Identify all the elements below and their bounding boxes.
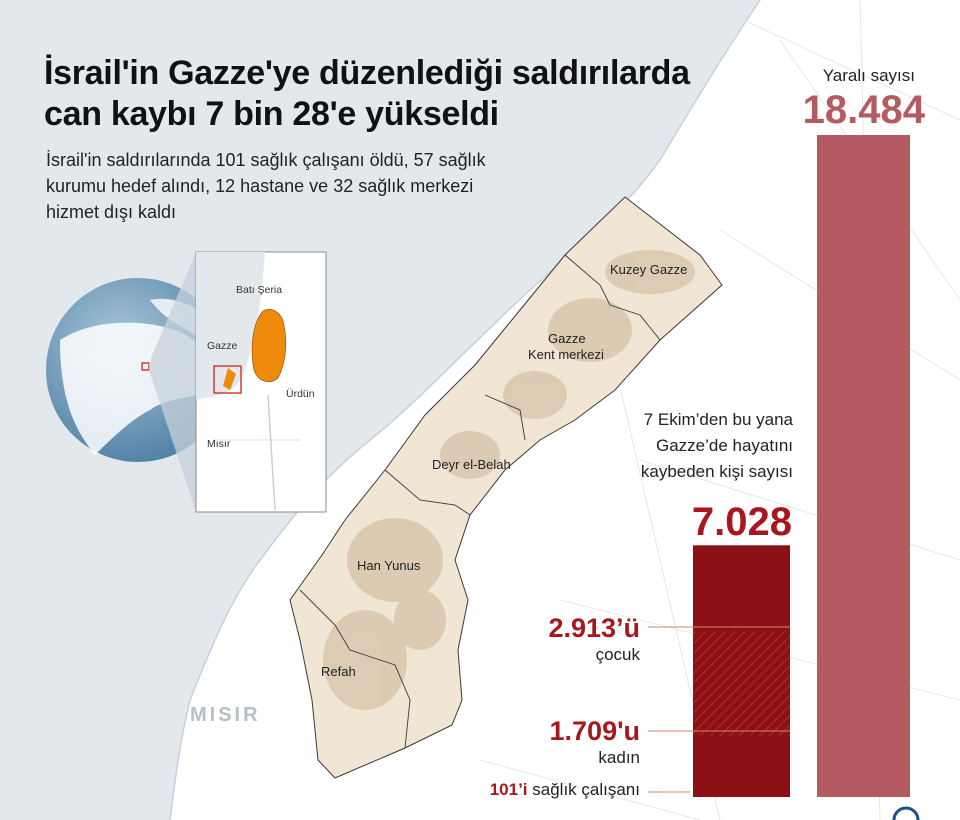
subtitle-line-2: kurumu hedef alındı, 12 hastane ve 32 sa… [46,176,474,196]
zoom-cone [149,252,196,512]
injured-value: 18.484 [802,88,925,132]
title-line-2: can kaybı 7 bin 28'e yükseldi [44,95,499,133]
inset-label-gazze: Gazze [207,340,238,352]
injured-bar [817,135,910,797]
region-label-gazze: Gazze [548,331,586,346]
subtitle-line-3: hizmet dışı kaldı [46,202,177,222]
region-label-han-yunus: Han Yunus [357,558,421,573]
country-label-misir: MISIR [190,704,261,726]
women-value: 1.709'u [549,716,640,746]
governorate-borders [299,254,661,749]
region-label-deyr-el-belah: Deyr el-Belah [432,457,511,472]
bars [693,135,910,797]
title-line-1: İsrail'in Gazze'ye düzenlediği saldırıla… [44,54,690,92]
children-label: çocuk [595,645,640,664]
deaths-label-line-1: 7 Ekim’den bu yana [643,410,793,429]
injured-label: Yaralı sayısı [822,66,915,85]
inset-label-misir: Mısır [207,438,231,450]
women-label: kadın [598,748,640,767]
health-workers-label: sağlık çalışanı [532,780,640,799]
children-value: 2.913’ü [548,613,640,643]
inset-map [195,251,327,513]
health-workers-value: 101’i [489,780,528,799]
sea-area [0,0,760,820]
inset-label-bati-seria: Batı Şeria [236,284,283,296]
logo-icon [892,806,920,820]
region-label-kuzey-gazze: Kuzey Gazze [610,262,688,277]
deaths-label-line-3: kaybeden kişi sayısı [640,462,793,481]
subtitle-line-1: İsrail'in saldırılarında 101 sağlık çalı… [46,150,486,170]
leader-lines [648,626,790,793]
coastline [169,0,761,820]
urban-texture [323,250,695,710]
deaths-label-line-2: Gazze’de hayatını [655,436,793,455]
region-label-refah: Refah [321,664,356,679]
children-segment [693,631,790,736]
region-label-kent-merkezi: Kent merkezi [528,347,604,362]
inset-label-urdun: Ürdün [286,388,315,400]
health-workers-row: 101’i sağlık çalışanı [490,780,640,800]
deaths-value: 7.028 [691,500,792,544]
